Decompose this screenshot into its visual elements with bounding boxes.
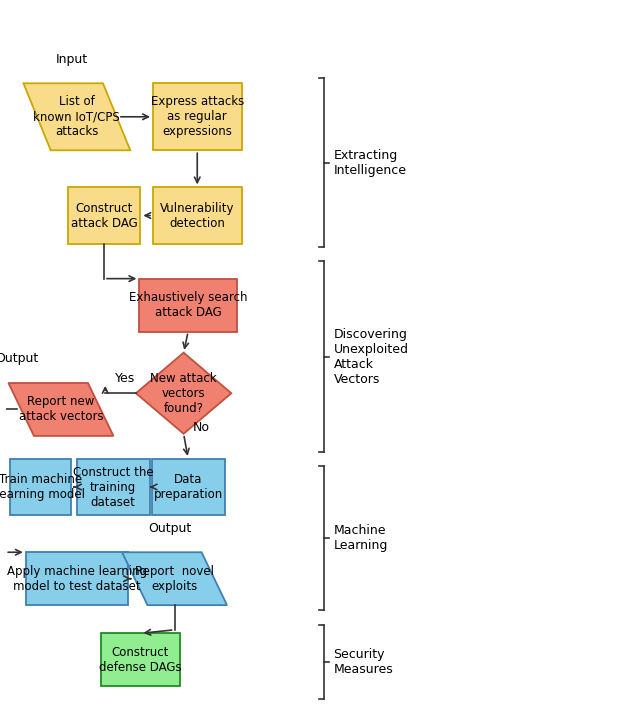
- Text: Construct
defense DAGs: Construct defense DAGs: [99, 646, 182, 674]
- Text: Security
Measures: Security Measures: [333, 648, 394, 675]
- Text: Output: Output: [148, 521, 191, 534]
- Text: No: No: [193, 421, 210, 434]
- FancyBboxPatch shape: [68, 188, 140, 244]
- Polygon shape: [8, 383, 113, 436]
- FancyBboxPatch shape: [153, 84, 241, 150]
- Text: Report new
attack vectors: Report new attack vectors: [19, 395, 103, 423]
- Text: Apply machine learning
model to test dataset: Apply machine learning model to test dat…: [7, 565, 147, 593]
- Text: Extracting
Intelligence: Extracting Intelligence: [333, 148, 406, 177]
- Text: Construct
attack DAG: Construct attack DAG: [71, 201, 138, 230]
- FancyBboxPatch shape: [100, 633, 180, 686]
- FancyBboxPatch shape: [152, 459, 225, 515]
- Text: Output: Output: [0, 353, 38, 366]
- Text: Express attacks
as regular
expressions: Express attacks as regular expressions: [150, 95, 244, 138]
- Polygon shape: [122, 553, 227, 605]
- Text: Data
preparation: Data preparation: [154, 473, 223, 501]
- Text: Discovering
Unexploited
Attack
Vectors: Discovering Unexploited Attack Vectors: [333, 328, 408, 385]
- FancyBboxPatch shape: [140, 278, 237, 332]
- Text: Yes: Yes: [115, 371, 135, 385]
- FancyBboxPatch shape: [153, 188, 241, 244]
- Text: New attack
vectors
found?: New attack vectors found?: [150, 371, 217, 414]
- Text: Exhaustively search
attack DAG: Exhaustively search attack DAG: [129, 291, 248, 319]
- Polygon shape: [24, 84, 130, 150]
- Text: Machine
Learning: Machine Learning: [333, 524, 388, 552]
- Text: Train machine
learning model: Train machine learning model: [0, 473, 85, 501]
- Text: List of
known IoT/CPS
attacks: List of known IoT/CPS attacks: [33, 95, 120, 138]
- Text: Construct the
training
dataset: Construct the training dataset: [73, 465, 154, 508]
- FancyBboxPatch shape: [10, 459, 71, 515]
- FancyBboxPatch shape: [77, 459, 150, 515]
- Text: Report  novel
exploits: Report novel exploits: [135, 565, 214, 593]
- Text: Vulnerability
detection: Vulnerability detection: [160, 201, 234, 230]
- Text: Input: Input: [56, 52, 88, 65]
- Polygon shape: [136, 353, 231, 434]
- FancyBboxPatch shape: [26, 553, 128, 605]
